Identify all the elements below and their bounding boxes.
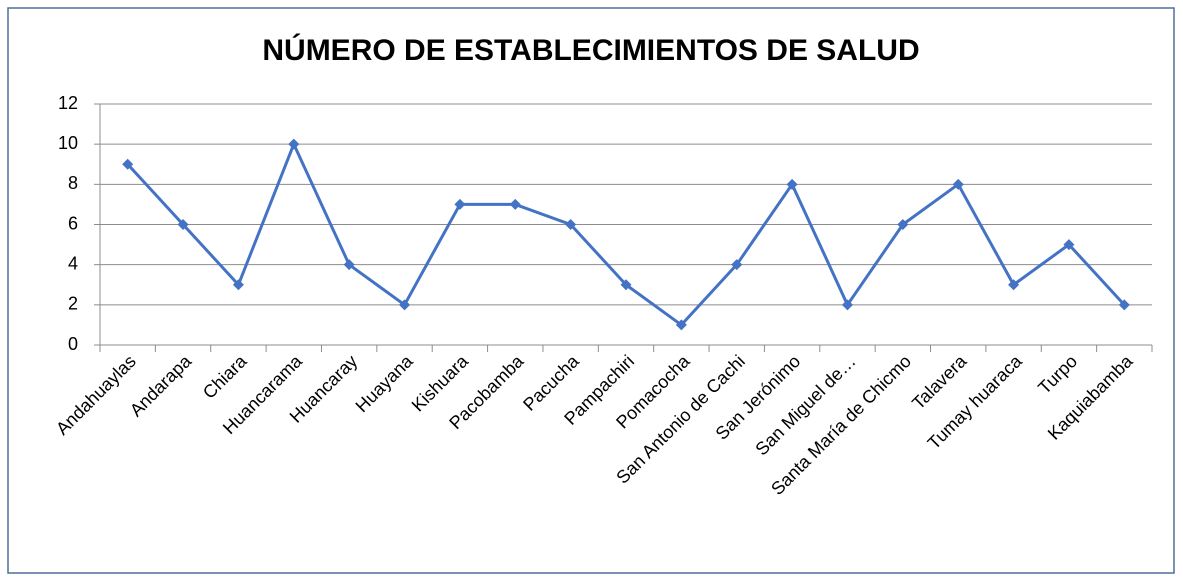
data-marker (565, 219, 577, 230)
data-marker (1008, 279, 1020, 291)
data-marker (343, 259, 355, 271)
y-tick-label: 2 (68, 294, 78, 314)
data-marker (952, 178, 964, 190)
chart-title: NÚMERO DE ESTABLECIMIENTOS DE SALUD (262, 33, 919, 67)
data-marker (122, 158, 134, 170)
data-marker (1118, 299, 1130, 311)
data-marker (399, 299, 411, 311)
data-marker (1063, 239, 1075, 251)
y-tick-label: 8 (68, 173, 78, 193)
data-marker (454, 198, 466, 210)
data-marker (731, 259, 743, 271)
y-tick-label: 10 (58, 133, 78, 153)
data-marker (841, 299, 853, 311)
data-marker (509, 198, 521, 210)
y-tick-label: 6 (68, 213, 78, 233)
data-marker (177, 219, 189, 230)
data-marker (620, 279, 632, 291)
y-tick-label: 4 (68, 253, 78, 273)
chart-frame (7, 7, 1175, 574)
data-marker (897, 219, 909, 230)
data-marker (675, 319, 687, 331)
data-marker (232, 279, 244, 291)
data-marker (288, 138, 300, 150)
data-marker (786, 178, 798, 190)
y-tick-label: 0 (68, 334, 78, 354)
y-tick-label: 12 (58, 93, 78, 113)
